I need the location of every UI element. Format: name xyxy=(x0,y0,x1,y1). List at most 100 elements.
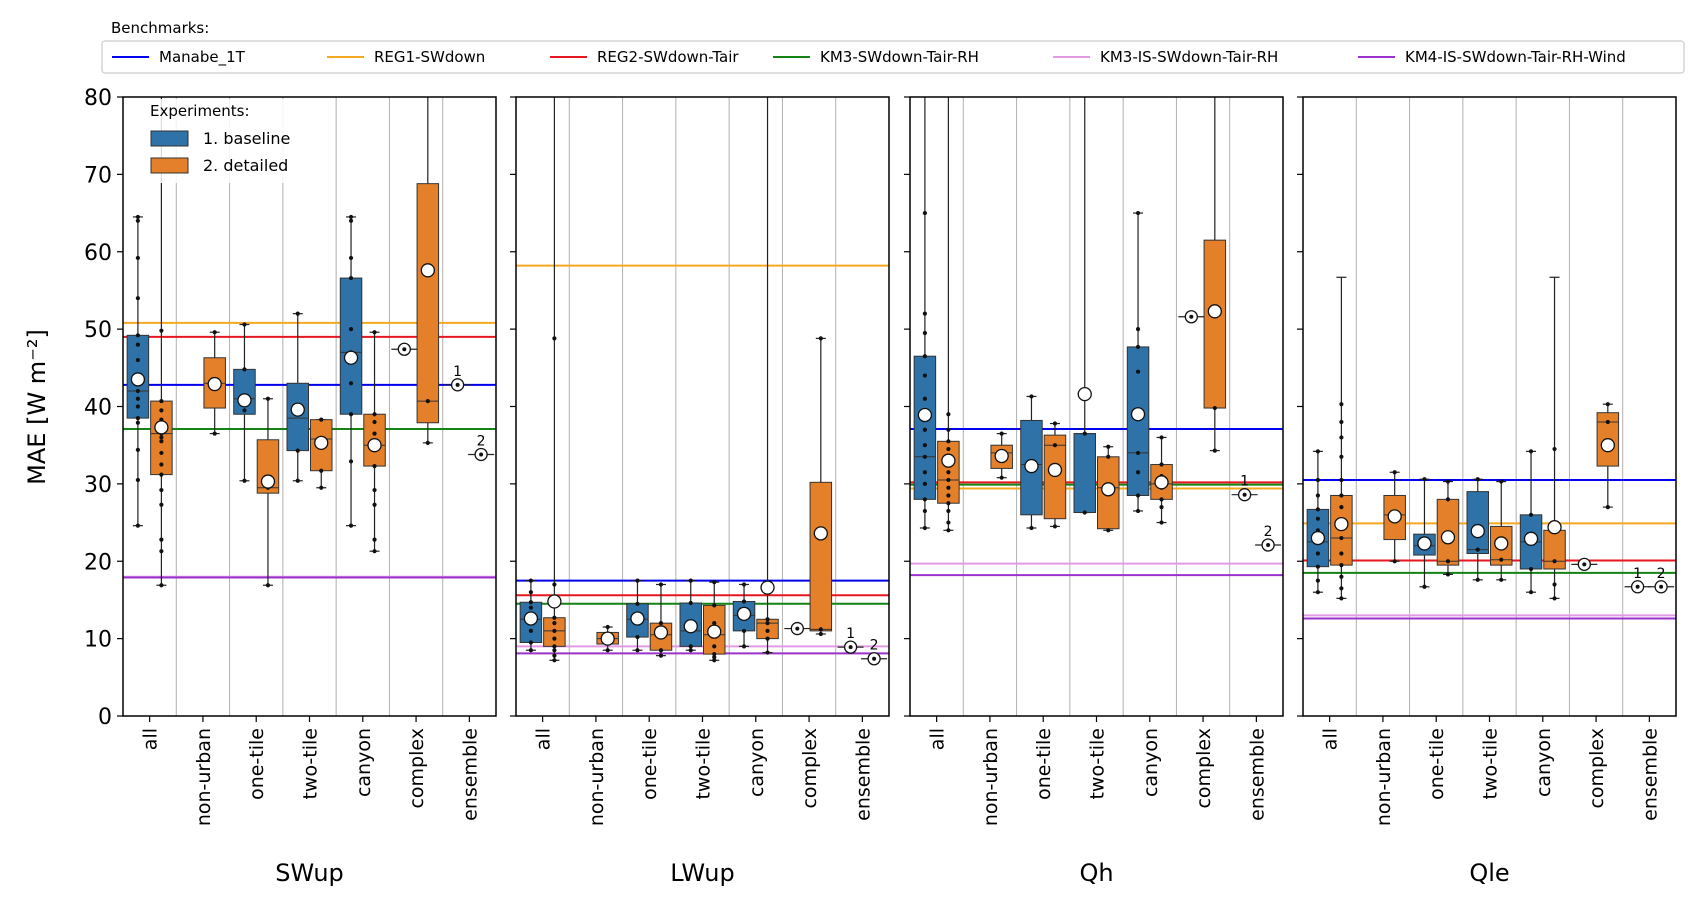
data-point xyxy=(1528,449,1534,454)
data-point xyxy=(1052,421,1058,426)
data-point xyxy=(1339,596,1344,601)
data-point xyxy=(1475,547,1480,552)
data-point xyxy=(1082,431,1087,436)
data-point xyxy=(922,210,927,216)
data-point xyxy=(712,652,717,657)
data-point xyxy=(922,470,927,475)
data-point xyxy=(1499,479,1504,484)
data-point xyxy=(1212,448,1217,453)
data-point xyxy=(348,218,354,223)
panel-frame xyxy=(122,96,497,717)
box-body xyxy=(233,368,256,415)
data-point xyxy=(159,435,164,440)
data-point xyxy=(1212,405,1217,411)
data-point xyxy=(1315,477,1320,483)
box-body xyxy=(809,481,833,632)
x-tick-label: canyon xyxy=(1533,728,1555,797)
data-point xyxy=(922,311,927,316)
data-point xyxy=(1029,525,1034,531)
single-value-dot xyxy=(479,452,484,457)
data-point xyxy=(1392,470,1397,475)
data-point xyxy=(946,412,951,417)
data-point xyxy=(528,648,533,653)
data-point xyxy=(922,330,927,336)
data-point xyxy=(1159,497,1164,502)
panel-lwup: 12 all non-urban one-tile two-tile canyon comp… xyxy=(510,96,890,887)
data-point xyxy=(946,508,951,514)
ensemble-label: 2 xyxy=(477,433,486,449)
benchmarks-legend: Benchmarks: Manabe_1T REG1-SWdown REG2-SWd… xyxy=(101,19,1685,74)
data-point xyxy=(922,443,927,448)
mean-marker xyxy=(237,393,252,408)
data-point xyxy=(135,420,140,425)
mean-marker xyxy=(1334,516,1349,532)
y-tick-label: 80 xyxy=(84,86,112,111)
mean-marker xyxy=(683,619,698,634)
x-tick-label: complex xyxy=(1586,728,1608,809)
data-point xyxy=(1052,443,1058,448)
data-point xyxy=(922,373,927,378)
data-point xyxy=(135,255,140,261)
data-point xyxy=(1135,344,1141,350)
data-point xyxy=(635,648,640,653)
experiment-legend-label: 2. detailed xyxy=(203,156,288,175)
data-point xyxy=(295,448,300,453)
data-point xyxy=(552,653,557,658)
ensemble-label: 2 xyxy=(1657,566,1666,582)
data-point xyxy=(212,431,217,436)
data-point xyxy=(242,367,247,372)
data-point xyxy=(1499,557,1504,562)
box-body xyxy=(1466,491,1489,555)
data-point xyxy=(1339,504,1344,510)
data-point xyxy=(1605,504,1610,510)
mean-marker xyxy=(420,263,435,278)
data-point xyxy=(1339,419,1344,425)
data-point xyxy=(159,408,164,413)
single-value-dot xyxy=(1189,314,1194,319)
y-axis-label: MAE [W m⁻²] xyxy=(23,329,51,485)
data-point xyxy=(922,497,927,502)
data-point xyxy=(922,427,927,432)
data-point xyxy=(348,381,354,386)
data-point xyxy=(135,523,140,528)
y-tick-label: 0 xyxy=(98,705,112,730)
data-point xyxy=(946,446,951,452)
data-point xyxy=(688,648,693,653)
mean-marker xyxy=(1154,475,1169,490)
data-point xyxy=(1445,497,1451,502)
data-point xyxy=(765,621,770,626)
data-point xyxy=(1422,477,1427,482)
mean-marker xyxy=(1470,523,1485,539)
experiments-legend-title: Experiments: xyxy=(150,102,250,120)
benchmarks-legend-items: Manabe_1T REG1-SWdown REG2-SWdown-Tair KM3-… xyxy=(112,48,1626,67)
data-point xyxy=(528,578,533,583)
box-body xyxy=(1203,239,1227,409)
panel-xlabel: LWup xyxy=(670,859,735,887)
data-point xyxy=(818,631,823,637)
mean-marker xyxy=(1024,458,1039,474)
mean-marker xyxy=(1523,531,1539,546)
data-point xyxy=(1339,454,1344,459)
data-point xyxy=(765,628,770,633)
y-tick-label: 20 xyxy=(84,550,112,575)
x-tick-label: ensemble xyxy=(1246,728,1268,821)
panel-qle: 1 2 all non-urban one-tile two-tile canyon comp… xyxy=(1297,96,1677,887)
data-point xyxy=(1392,559,1397,564)
data-point xyxy=(159,583,164,588)
x-tick-label: one-tile xyxy=(1426,728,1448,800)
data-point xyxy=(1475,477,1480,482)
x-tick-label: two-tile xyxy=(1480,728,1502,800)
data-point xyxy=(1528,566,1534,572)
data-point xyxy=(1082,510,1087,515)
data-point xyxy=(265,396,271,401)
data-point xyxy=(135,416,140,421)
data-point xyxy=(372,330,377,335)
data-point xyxy=(348,255,354,261)
data-point xyxy=(1315,578,1320,583)
single-value-dot xyxy=(872,656,877,661)
data-point xyxy=(319,417,324,422)
data-point xyxy=(425,398,430,404)
mean-marker xyxy=(1101,482,1116,497)
data-point xyxy=(922,354,927,359)
